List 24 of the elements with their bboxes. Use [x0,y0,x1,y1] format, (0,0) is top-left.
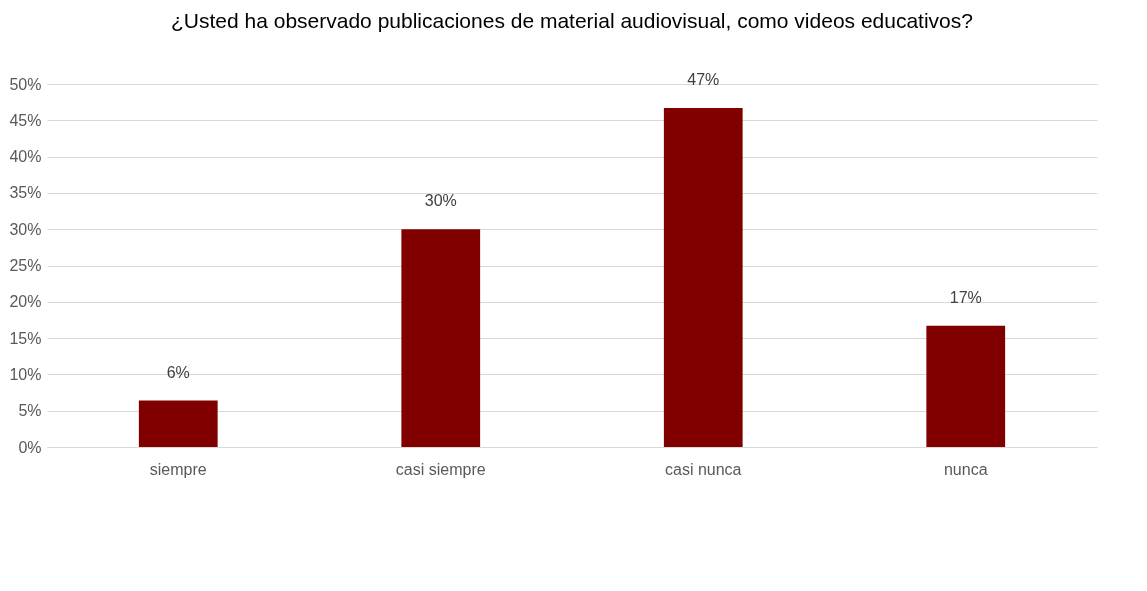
y-tick-label: 30% [9,220,42,238]
x-tick-label: casi nunca [665,460,742,478]
data-label: 6% [166,363,190,381]
y-tick-label: 35% [9,184,42,202]
y-tick-label: 50% [9,75,42,93]
x-tick-label: nunca [943,460,988,478]
y-tick-label: 15% [9,329,42,347]
y-tick-label: 20% [9,293,42,311]
x-tick-label: casi siempre [395,460,486,478]
bar [401,229,481,447]
y-tick-label: 5% [18,402,42,420]
y-tick-label: 0% [18,438,42,456]
bar [138,400,218,447]
data-label: 47% [687,70,720,88]
y-tick-label: 25% [9,257,42,274]
chart-title: ¿Usted ha observado publicaciones de material audiovisual, como videos educativos? [171,8,973,32]
x-tick-label: siempre [149,460,207,478]
data-label: 17% [949,288,982,306]
y-tick-label: 45% [9,111,42,129]
y-tick-label: 40% [9,148,42,166]
data-label: 30% [424,192,457,210]
bar [663,107,743,447]
y-tick-label: 10% [9,365,42,383]
bar [926,325,1006,447]
